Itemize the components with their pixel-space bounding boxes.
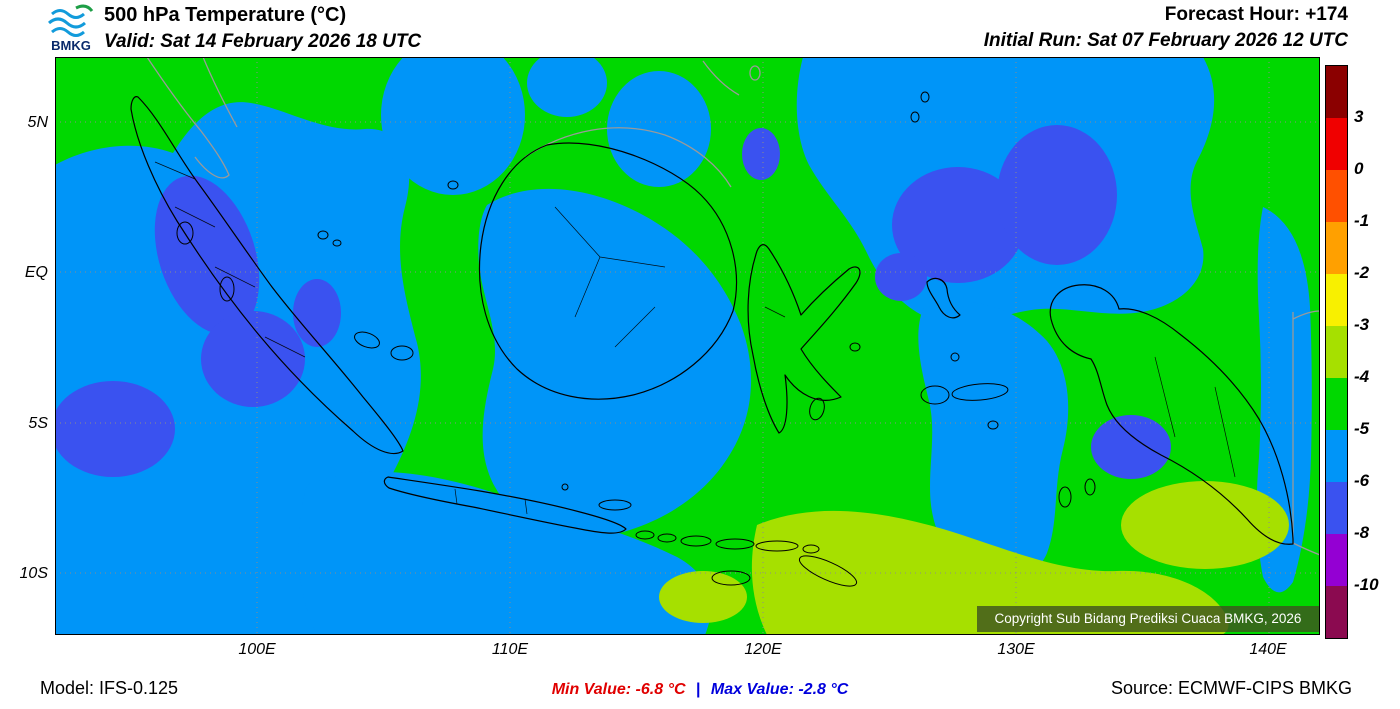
header-right: Forecast Hour: +174 Initial Run: Sat 07 … [984,4,1348,52]
x-tick-120e: 120E [744,641,782,658]
y-tick-eq: EQ [24,264,48,281]
admin-boundaries [154,161,1236,515]
model-label: Model: IFS-0.125 [40,678,179,698]
colorbar-label: -10 [1354,575,1379,594]
colorbar-segment [1326,170,1347,222]
colorbar-label: 3 [1354,107,1364,126]
x-tick-100e: 100E [238,641,276,658]
min-value-label: Min Value: -6.8 °C [551,681,686,698]
colorbar-segment [1326,378,1347,430]
minmax-values: Min Value: -6.8 °C | Max Value: -2.8 °C [0,681,1400,699]
colorbar-segment [1326,118,1347,170]
x-tick-130e: 130E [997,641,1035,658]
colorbar-label: -1 [1354,211,1370,230]
colorbar-segment [1326,66,1347,118]
colorbar-segment [1326,274,1347,326]
source-label: Source: ECMWF-CIPS BMKG [1110,678,1352,698]
indonesia-coastlines [130,91,1294,587]
bmkg-logo-text: BMKG [51,38,91,53]
bmkg-logo: BMKG [48,4,94,53]
colorbar-segment [1326,222,1347,274]
royal-blue-temperature-patches [55,125,1171,479]
colorbar-segment [1326,430,1347,482]
valid-time-label: Valid: Sat 14 February 2026 18 UTC [104,31,422,52]
colorbar-segment [1326,482,1347,534]
y-tick-5n: 5N [27,114,48,131]
colorbar-label: -8 [1354,523,1370,542]
y-tick-5s: 5S [28,415,48,432]
colorbar-segment [1326,326,1347,378]
grid-lines [55,57,1320,635]
foreign-coastlines [146,57,1320,556]
y-tick-10s: 10S [19,565,48,582]
x-tick-140e: 140E [1249,641,1287,658]
colorbar-label: -2 [1354,263,1370,282]
colorbar-label: 0 [1354,159,1364,178]
initial-run-label: Initial Run: Sat 07 February 2026 12 UTC [983,30,1348,51]
colorbar-label: -3 [1354,315,1370,334]
x-tick-110e: 110E [491,641,529,658]
max-value-label: Max Value: -2.8 °C [710,681,849,698]
minmax-separator: | [695,681,701,698]
temperature-colorbar [1325,65,1348,639]
forecast-hour-label: Forecast Hour: +174 [1164,4,1348,25]
copyright-overlay: Copyright Sub Bidang Prediksi Cuaca BMKG… [977,606,1319,632]
colorbar-label: -5 [1354,419,1370,438]
colorbar-label: -4 [1354,367,1370,386]
map-frame [55,57,1320,635]
temperature-map-svg [55,57,1320,635]
colorbar-label: -6 [1354,471,1370,490]
map-border [55,57,1320,635]
page-title: 500 hPa Temperature (°C) [104,4,347,26]
colorbar-segment [1326,534,1347,586]
colorbar-segment [1326,586,1347,638]
